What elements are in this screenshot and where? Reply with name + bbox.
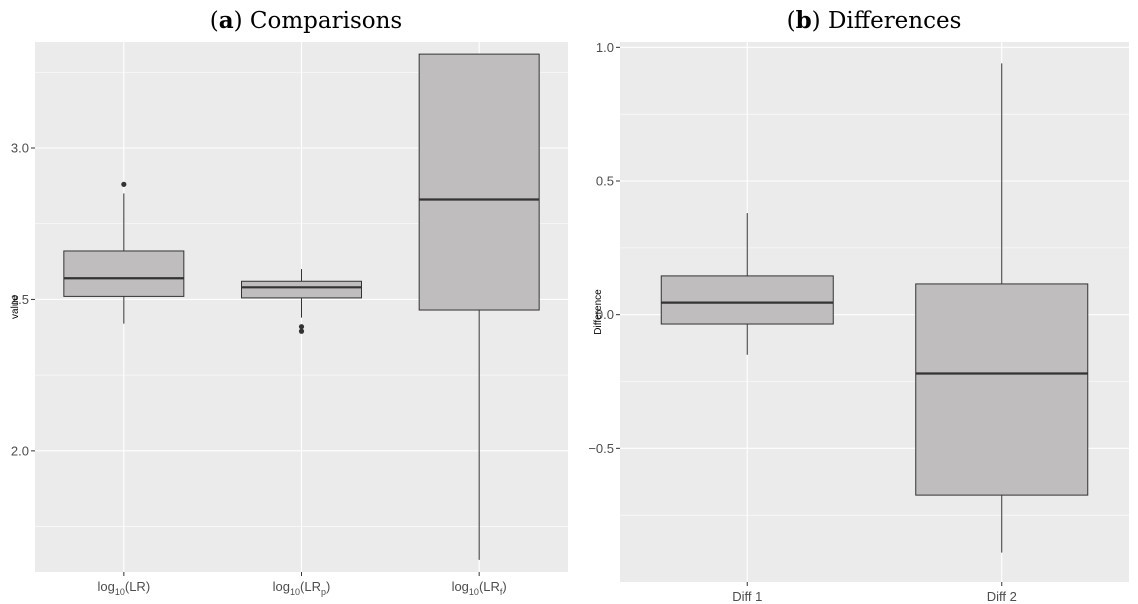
box-body (660, 275, 834, 325)
panel-a: 2.0 2.5 3.0 log10(LR) log10(LRp) log10(LRf) va… (10, 7, 568, 597)
y-tick-label: −0.5 (588, 441, 614, 456)
y-tick-label: 0.0 (596, 307, 614, 322)
y-tick-label: 0.5 (596, 174, 614, 189)
x-tick-label: Diff 2 (987, 589, 1017, 604)
x-tick-label: Diff 1 (732, 589, 762, 604)
box-2 (241, 269, 362, 334)
box-1 (660, 213, 834, 355)
box-1 (63, 181, 185, 324)
box-body (241, 280, 362, 299)
box-body (63, 250, 185, 297)
y-tick-label: 2.0 (11, 443, 29, 458)
x-tick-label: log10(LR) (97, 579, 150, 597)
x-tick-label: log10(LRp) (273, 579, 331, 597)
x-tick-label: log10(LRf) (452, 579, 507, 597)
box-body (418, 53, 540, 311)
y-tick-label: 2.5 (11, 292, 29, 307)
panel-b: −0.5 0.0 0.5 1.0 Diff 1 Diff 2 Difference (b) D… (588, 7, 1129, 604)
outlier-point (121, 181, 127, 187)
box-2 (915, 63, 1089, 553)
panel-title: (a) Comparisons (210, 7, 402, 34)
y-axis-title: value (10, 295, 21, 319)
y-axis-title: Difference (593, 289, 604, 335)
box-3 (418, 53, 540, 560)
outlier-point (298, 328, 305, 334)
box-body (915, 283, 1089, 496)
panel-title: (b) Differences (787, 7, 962, 34)
y-tick-label: 1.0 (596, 40, 614, 55)
y-tick-label: 3.0 (11, 141, 29, 156)
outlier-point (298, 324, 305, 330)
